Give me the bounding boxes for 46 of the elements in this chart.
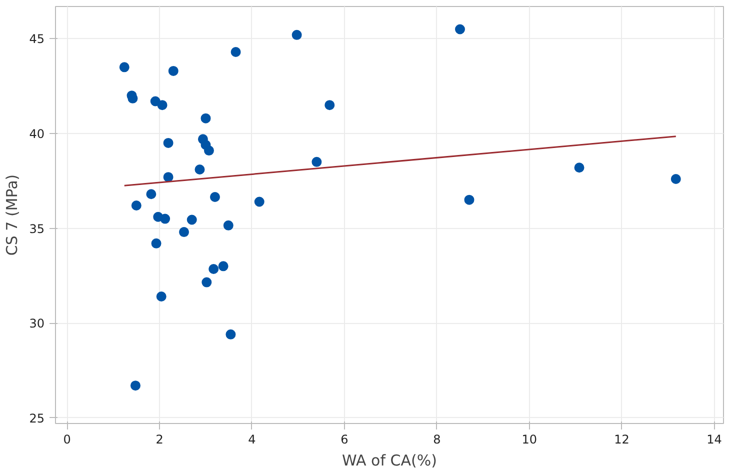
point bbox=[131, 200, 142, 211]
y-tick-label: 45 bbox=[29, 32, 45, 46]
x-tick-label: 10 bbox=[522, 432, 537, 446]
x-tick-label: 6 bbox=[340, 432, 348, 446]
point bbox=[179, 227, 190, 238]
point bbox=[210, 192, 220, 202]
x-tick-label: 2 bbox=[156, 432, 164, 446]
x-tick-label: 8 bbox=[433, 432, 441, 446]
point bbox=[223, 220, 234, 230]
point bbox=[156, 292, 166, 302]
y-tick-label: 35 bbox=[29, 222, 45, 236]
point bbox=[130, 380, 140, 391]
point bbox=[226, 329, 236, 340]
y-tick-label: 30 bbox=[29, 316, 45, 331]
point bbox=[204, 146, 214, 156]
point bbox=[254, 196, 264, 207]
point bbox=[202, 277, 212, 288]
point bbox=[163, 172, 174, 182]
point bbox=[455, 24, 465, 34]
x-tick-label: 14 bbox=[706, 432, 722, 446]
x-tick-label: 0 bbox=[63, 432, 71, 446]
x-tick-label: 12 bbox=[614, 432, 630, 446]
point bbox=[292, 30, 302, 40]
point bbox=[218, 261, 228, 272]
point bbox=[208, 264, 219, 274]
point bbox=[168, 66, 178, 76]
point bbox=[119, 62, 130, 72]
x-axis-title: WA of CA(%) bbox=[342, 452, 437, 470]
y-axis-title: CS 7 (MPa) bbox=[3, 174, 22, 256]
point bbox=[186, 214, 197, 225]
point bbox=[160, 214, 170, 224]
y-tick-label: 40 bbox=[29, 126, 45, 141]
point bbox=[157, 100, 168, 110]
point bbox=[146, 189, 156, 200]
point bbox=[324, 100, 335, 110]
point bbox=[151, 238, 162, 248]
point bbox=[464, 194, 474, 205]
point bbox=[670, 174, 681, 184]
point bbox=[163, 138, 174, 148]
point bbox=[194, 164, 205, 174]
point bbox=[200, 113, 211, 124]
point bbox=[230, 47, 241, 57]
point bbox=[574, 162, 584, 173]
y-tick-label: 25 bbox=[29, 411, 45, 426]
point bbox=[312, 156, 322, 167]
x-tick-label: 4 bbox=[248, 432, 256, 446]
